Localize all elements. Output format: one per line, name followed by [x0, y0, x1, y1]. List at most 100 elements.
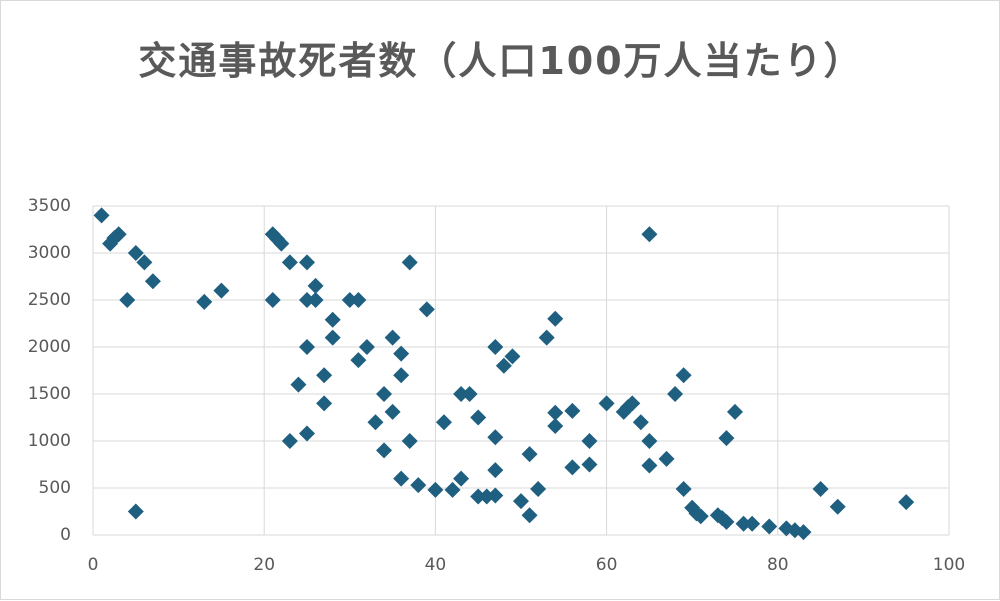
- x-tick-label: 0: [88, 555, 99, 575]
- data-point: [290, 376, 307, 393]
- data-point: [341, 292, 358, 308]
- data-point: [316, 367, 333, 384]
- data-point: [632, 414, 649, 431]
- x-tick-label: 60: [596, 555, 618, 575]
- x-tick-label: 80: [767, 555, 789, 575]
- data-point: [744, 515, 761, 532]
- data-point: [504, 348, 521, 365]
- data-point: [530, 480, 547, 497]
- data-point: [324, 311, 341, 328]
- data-point: [727, 403, 743, 420]
- data-point: [675, 367, 692, 384]
- data-point: [624, 395, 641, 412]
- data-point: [538, 329, 555, 346]
- data-point: [350, 292, 367, 308]
- data-point: [307, 277, 324, 294]
- data-point: [127, 245, 144, 261]
- y-tick-label: 0: [60, 525, 71, 545]
- data-point: [581, 456, 598, 473]
- data-point: [521, 446, 538, 463]
- data-point: [307, 292, 324, 308]
- data-point: [281, 433, 298, 449]
- data-point: [521, 507, 538, 524]
- data-point: [367, 414, 384, 431]
- data-point: [495, 357, 512, 374]
- data-point: [427, 481, 444, 498]
- data-point: [453, 470, 470, 487]
- data-point: [281, 254, 298, 271]
- data-point: [136, 254, 153, 271]
- data-point: [829, 498, 846, 515]
- data-point: [299, 339, 315, 355]
- data-point: [316, 395, 333, 412]
- data-point: [735, 515, 752, 532]
- data-point: [144, 273, 161, 290]
- data-point: [299, 254, 315, 271]
- data-point: [127, 503, 144, 520]
- data-point: [213, 282, 230, 299]
- data-point: [418, 301, 435, 318]
- data-point: [93, 207, 110, 224]
- data-point: [667, 386, 684, 402]
- x-tick-label: 100: [933, 555, 965, 575]
- data-point: [358, 339, 375, 355]
- y-tick-label: 3000: [28, 243, 71, 263]
- chart-title: 交通事故死者数（人口100万人当たり）: [138, 39, 864, 83]
- data-point: [393, 367, 410, 384]
- data-point: [401, 433, 418, 449]
- data-point: [761, 518, 778, 535]
- data-point: [487, 339, 504, 355]
- data-point: [641, 226, 658, 243]
- data-point: [410, 477, 427, 494]
- data-point: [898, 494, 915, 511]
- data-point: [692, 508, 709, 525]
- data-point: [675, 480, 692, 497]
- data-point: [658, 450, 675, 467]
- data-point: [119, 292, 136, 308]
- x-tick-label: 40: [425, 555, 447, 575]
- data-point: [598, 395, 615, 412]
- data-point: [299, 425, 315, 442]
- data-point: [581, 433, 598, 449]
- data-point: [487, 487, 504, 504]
- y-tick-label: 2500: [28, 290, 71, 310]
- data-point: [401, 254, 418, 271]
- data-point: [564, 459, 581, 476]
- data-point: [513, 493, 529, 510]
- data-point: [547, 404, 564, 421]
- data-point: [376, 386, 393, 402]
- data-point: [470, 409, 487, 426]
- data-point: [110, 226, 127, 243]
- data-point: [350, 352, 367, 369]
- data-point: [299, 292, 315, 308]
- data-point: [273, 235, 290, 252]
- y-tick-label: 1500: [28, 384, 71, 404]
- data-point: [324, 329, 341, 346]
- data-point: [461, 386, 478, 402]
- data-point: [384, 329, 401, 346]
- data-point: [547, 310, 564, 327]
- y-tick-label: 500: [39, 478, 71, 498]
- data-point: [384, 403, 401, 420]
- data-point: [547, 417, 564, 434]
- y-tick-label: 2000: [28, 337, 71, 357]
- data-point: [641, 433, 658, 449]
- data-point: [470, 488, 487, 505]
- data-point: [444, 481, 461, 498]
- y-tick-label: 1000: [28, 431, 71, 451]
- y-tick-label: 3500: [28, 196, 71, 216]
- data-point: [487, 429, 504, 446]
- x-tick-label: 20: [253, 555, 275, 575]
- data-point: [795, 524, 812, 541]
- data-point: [487, 462, 504, 479]
- data-point: [376, 442, 393, 459]
- data-point: [453, 386, 470, 402]
- data-point: [435, 414, 452, 431]
- data-point: [393, 470, 410, 487]
- data-point: [393, 345, 410, 362]
- data-point: [564, 402, 581, 419]
- data-point: [718, 430, 735, 447]
- data-point: [812, 480, 829, 497]
